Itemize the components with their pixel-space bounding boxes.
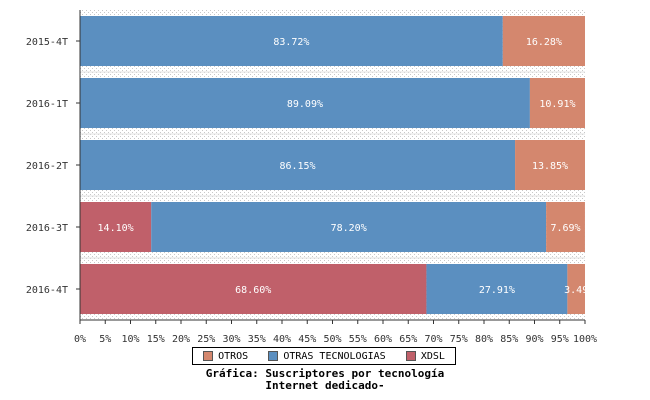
data-label: 86.15% [279, 161, 315, 172]
legend-swatch-xdsl [405, 351, 416, 361]
x-tick-label: 75% [450, 334, 468, 345]
labels: 83.72% 16.28% 2015-4T 89.09% 10.91% 2016-1T 86… [26, 37, 597, 345]
x-tick-label: 95% [551, 334, 569, 345]
x-tick-label: 100% [573, 334, 597, 345]
category-label: 2016-4T [26, 285, 68, 296]
data-label: 27.91% [479, 285, 515, 296]
x-tick-label: 90% [525, 334, 543, 345]
x-tick-label: 80% [475, 334, 493, 345]
bar-otros [567, 264, 585, 314]
chart-title-line-2: Internet dedicado- [265, 379, 385, 392]
x-tick-label: 70% [424, 334, 442, 345]
x-tick-label: 20% [172, 334, 190, 345]
legend-item-xdsl: XDSL [405, 350, 445, 362]
legend-swatch-otras-tecnologias [268, 351, 279, 361]
category-label: 2015-4T [26, 37, 68, 48]
bar-xdsl [80, 202, 152, 252]
data-label: 7.69% [550, 223, 580, 234]
bars [80, 16, 585, 314]
data-label: 89.09% [287, 99, 323, 110]
category-bands [80, 71, 585, 259]
bar-otros [515, 140, 585, 190]
data-label: 83.72% [273, 37, 309, 48]
x-tick-label: 25% [197, 334, 215, 345]
bar-otras-tecnologias [80, 78, 530, 128]
x-tick-label: 85% [500, 334, 518, 345]
x-tick-label: 10% [121, 334, 139, 345]
x-tick-label: 40% [273, 334, 291, 345]
axes [76, 10, 586, 324]
bar-otras-tecnologias [80, 140, 516, 190]
data-label: 78.20% [331, 223, 367, 234]
chart-title-line-1: Gráfica: Suscriptores por tecnología [205, 367, 445, 380]
category-label: 2016-2T [26, 161, 68, 172]
data-label: 68.60% [235, 285, 271, 296]
data-label: 16.28% [526, 37, 562, 48]
bar-xdsl [80, 264, 427, 314]
legend-label-otros: OTROS [218, 350, 249, 362]
x-tick-label: 15% [147, 334, 165, 345]
bar-otros [546, 202, 585, 252]
data-label: 3.49 [564, 285, 588, 296]
x-tick-label: 60% [374, 334, 392, 345]
data-label: 13.85% [532, 161, 568, 172]
x-tick-label: 65% [399, 334, 417, 345]
bar-otros [529, 78, 585, 128]
legend-item-otras-tecnologias: OTRAS TECNOLOGIAS [268, 350, 386, 362]
chart-title: Gráfica: Suscriptores por tecnología Int… [0, 368, 650, 392]
legend-label-otras-tecnologias: OTRAS TECNOLOGIAS [283, 350, 386, 362]
category-label: 2016-3T [26, 223, 68, 234]
x-tick-label: 5% [99, 334, 111, 345]
legend-swatch-otros [203, 351, 214, 361]
x-tick-label: 50% [323, 334, 341, 345]
legend-item-otros: OTROS [203, 351, 248, 362]
data-label: 14.10% [98, 223, 134, 234]
x-tick-label: 55% [349, 334, 367, 345]
bar-otras-tecnologias [151, 202, 547, 252]
bar-otros [502, 16, 585, 66]
data-label: 10.91% [539, 99, 575, 110]
x-tick-label: 45% [298, 334, 316, 345]
legend: OTROS OTRAS TECNOLOGIAS XDSL [192, 347, 456, 365]
bar-otras-tecnologias [80, 16, 503, 66]
x-tick-label: 35% [248, 334, 266, 345]
legend-label-xdsl: XDSL [420, 350, 445, 362]
bar-otras-tecnologias [426, 264, 568, 314]
x-tick-label: 0% [74, 334, 86, 345]
x-tick-label: 30% [222, 334, 240, 345]
category-label: 2016-1T [26, 99, 68, 110]
